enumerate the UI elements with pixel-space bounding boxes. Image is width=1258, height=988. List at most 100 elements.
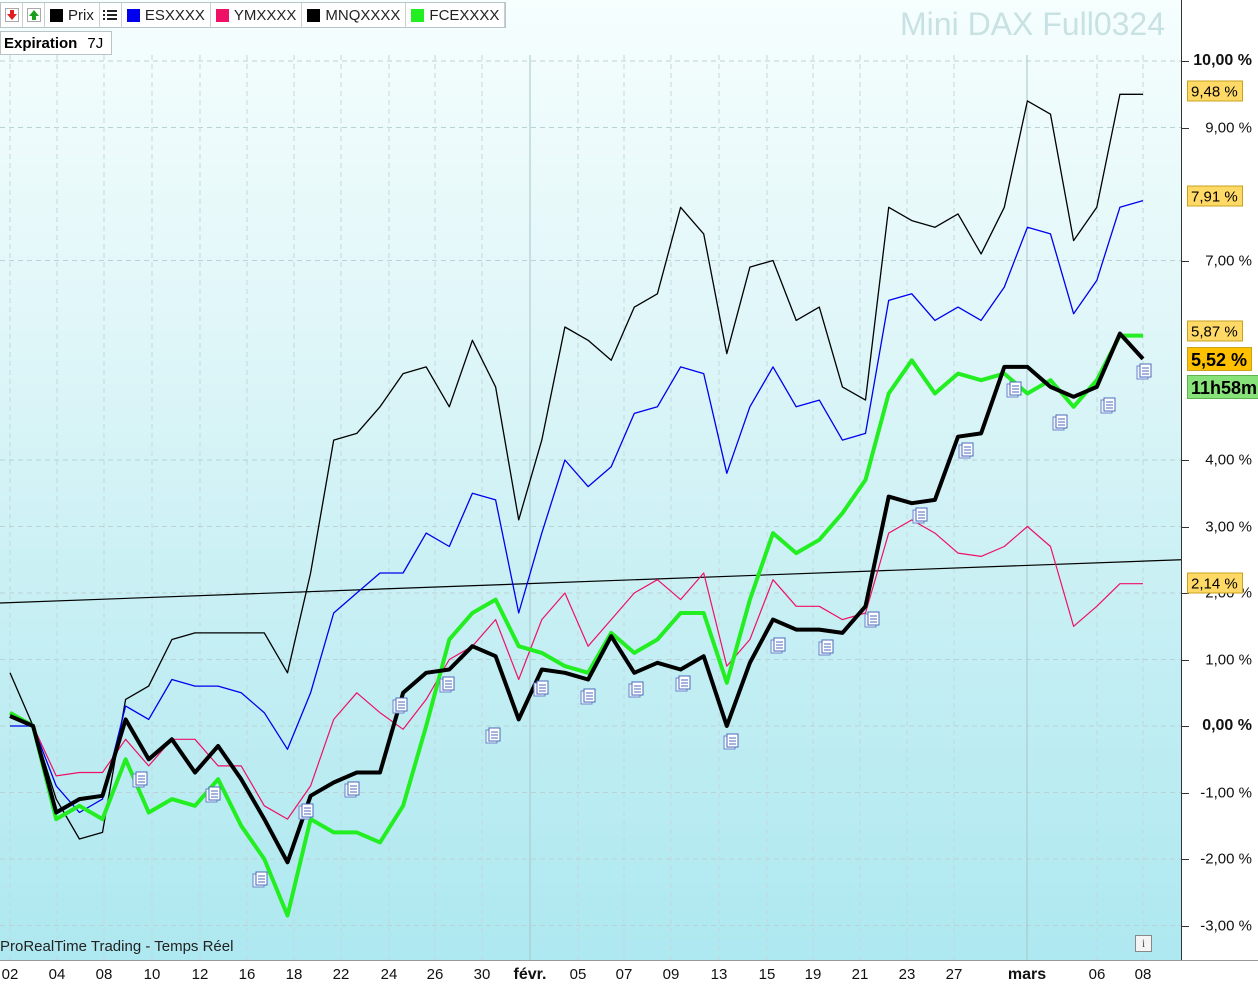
- legend-swatch: [126, 8, 140, 22]
- y-tick-mark: [1182, 859, 1189, 860]
- document-icon[interactable]: [533, 680, 549, 697]
- legend-item-es[interactable]: ESXXXX: [122, 3, 211, 27]
- legend-item-mnq[interactable]: MNQXXXX: [302, 3, 407, 27]
- y-tick-mark: [1182, 593, 1189, 594]
- legend-item-prix[interactable]: Prix: [45, 3, 100, 27]
- series-line-mnqxxxx: [9, 93, 1143, 840]
- footer-source: ProRealTime Trading - Temps Réel: [0, 938, 234, 955]
- chart-svg: [0, 55, 1181, 960]
- y-tick-mark: [1182, 726, 1189, 727]
- x-tick-label: 15: [758, 966, 776, 983]
- tag-fce: 5,87 %: [1187, 320, 1243, 342]
- expiration-box[interactable]: Expiration 7J: [0, 31, 113, 55]
- y-tick-mark: [1182, 61, 1189, 62]
- y-tick-label: 3,00 %: [1205, 518, 1252, 535]
- y-tick-label: 9,00 %: [1205, 119, 1252, 136]
- legend-label: YMXXXX: [233, 6, 297, 24]
- document-icon[interactable]: [864, 611, 880, 628]
- x-tick-label: févr.: [513, 966, 547, 983]
- document-icon[interactable]: [628, 681, 644, 698]
- x-tick-label: 12: [191, 966, 209, 983]
- x-tick-label: 30: [473, 966, 491, 983]
- document-icon[interactable]: [392, 697, 408, 714]
- y-tick-mark: [1182, 792, 1189, 794]
- document-icon[interactable]: [205, 786, 221, 803]
- y-tick-mark: [1182, 659, 1189, 661]
- tag-mnq: 9,48 %: [1187, 80, 1243, 102]
- legend-item-ym[interactable]: YMXXXX: [211, 3, 303, 27]
- list-icon: [103, 10, 118, 20]
- document-icon[interactable]: [675, 675, 691, 692]
- legend-swatch: [50, 8, 63, 22]
- y-tick-label: 7,00 %: [1205, 252, 1252, 269]
- list-button[interactable]: [100, 3, 122, 27]
- info-icon[interactable]: i: [1135, 935, 1152, 952]
- document-icon[interactable]: [818, 639, 834, 656]
- trendline: [0, 559, 1181, 604]
- x-tick-label: 21: [851, 966, 869, 983]
- x-tick-label: 09: [662, 966, 680, 983]
- x-tick-label: 23: [898, 966, 916, 983]
- legend-swatch: [411, 8, 425, 22]
- tag-es: 7,91 %: [1187, 185, 1243, 207]
- y-tick-mark: [1182, 925, 1189, 927]
- y-tick-label: 4,00 %: [1205, 451, 1252, 469]
- document-icon[interactable]: [580, 688, 596, 705]
- legend-swatch: [307, 8, 321, 22]
- legend-item-fce[interactable]: FCEXXXX: [406, 3, 506, 27]
- down-arrow-button[interactable]: [1, 3, 23, 27]
- x-tick-label: 05: [569, 966, 587, 983]
- legend-label: ESXXXX: [144, 6, 205, 24]
- document-icon[interactable]: [439, 676, 455, 693]
- document-icon[interactable]: [770, 637, 786, 654]
- legend-label: Prix: [68, 6, 94, 24]
- y-tick-mark: [1182, 526, 1189, 528]
- tag-price: 5,52 %: [1187, 347, 1253, 371]
- x-tick-label: 08: [95, 966, 113, 983]
- x-tick-label: 18: [285, 966, 303, 983]
- x-tick-label: 16: [238, 966, 256, 983]
- document-icon[interactable]: [344, 781, 360, 798]
- series-line-fcexxxx: [9, 333, 1143, 918]
- x-tick-label: 07: [615, 966, 633, 983]
- y-tick-mark: [1182, 260, 1189, 262]
- y-axis[interactable]: 10,00 %9,00 %7,00 %4,00 %3,00 %2,00 %1,0…: [1181, 0, 1258, 960]
- x-tick-label: 02: [1, 966, 19, 983]
- document-icon[interactable]: [132, 771, 148, 788]
- x-tick-label: 24: [380, 966, 398, 983]
- x-tick-label: 22: [332, 966, 350, 983]
- series-line-ymxxxx: [9, 519, 1143, 820]
- chart-plot-area[interactable]: [0, 0, 1181, 960]
- document-icon[interactable]: [1052, 414, 1068, 431]
- document-icon[interactable]: [958, 442, 974, 459]
- x-tick-label: 26: [426, 966, 444, 983]
- document-icon[interactable]: [252, 871, 268, 888]
- legend-swatch: [215, 8, 229, 22]
- series-line-prix: [9, 331, 1145, 865]
- x-axis[interactable]: 02 04 08 10 12 16 18 22 24 26 30 févr. 05 07 09 13 15 19 2…: [0, 960, 1258, 988]
- watermark: Mini DAX Full0324: [900, 6, 1165, 42]
- x-tick-label: 06: [1088, 966, 1106, 983]
- x-tick-label: 04: [48, 966, 66, 983]
- legend-label: MNQXXXX: [325, 6, 401, 24]
- document-icon[interactable]: [298, 803, 314, 820]
- document-icon[interactable]: [1100, 397, 1116, 414]
- document-icon[interactable]: [485, 727, 501, 744]
- x-tick-label: 13: [710, 966, 728, 983]
- x-tick-label: 27: [945, 966, 963, 983]
- up-arrow-button[interactable]: [23, 3, 45, 27]
- y-tick-label: -2,00 %: [1200, 850, 1252, 868]
- document-icon[interactable]: [1006, 381, 1022, 398]
- tag-ym: 2,14 %: [1187, 572, 1243, 594]
- document-icon[interactable]: [723, 733, 739, 750]
- x-tick-label: 10: [143, 966, 161, 983]
- tag-time: 11h58m: [1187, 375, 1258, 399]
- y-tick-label: 0,00 %: [1202, 717, 1252, 734]
- y-tick-mark: [1182, 460, 1189, 461]
- document-icon[interactable]: [912, 507, 928, 524]
- legend-label: FCEXXXX: [429, 6, 500, 24]
- series-line-esxxxx: [10, 199, 1144, 814]
- red-down-arrow-icon: [4, 8, 19, 22]
- document-icon[interactable]: [1136, 363, 1152, 380]
- green-up-arrow-icon: [26, 8, 41, 22]
